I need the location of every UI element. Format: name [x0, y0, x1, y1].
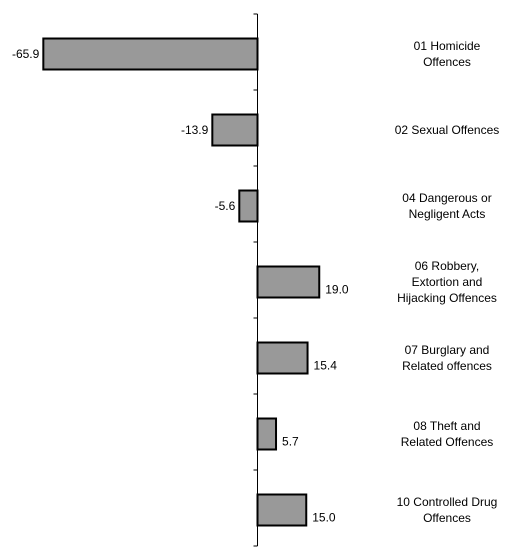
category-label: 07 Burglary and Related offences	[402, 343, 492, 373]
value-label: -5.6	[215, 199, 236, 213]
value-label: 19.0	[325, 283, 349, 297]
value-label: -13.9	[181, 123, 209, 137]
value-label: -65.9	[12, 47, 40, 61]
category-label: 02 Sexual Offences	[395, 123, 500, 137]
axis-ticks	[253, 13, 258, 547]
bars-group	[42, 37, 321, 527]
bar	[256, 493, 308, 527]
category-labels-group: 01 Homicide Offences 02 Sexual Offences 04 …	[395, 39, 500, 525]
value-labels-group: -65.9 -13.9 -5.6 19.0 15.4 5.7 15.0	[12, 47, 349, 525]
bar	[211, 113, 259, 147]
bar	[256, 417, 278, 451]
bar	[256, 341, 309, 375]
value-label: 15.4	[314, 359, 338, 373]
category-label: 06 Robbery, Extortion and Hijacking Offenc…	[397, 259, 497, 305]
category-label: 10 Controlled Drug Offences	[397, 495, 498, 525]
category-label: 01 Homicide Offences	[414, 39, 481, 69]
bar	[238, 189, 259, 223]
category-label: 08 Theft and Related Offences	[401, 419, 494, 449]
bar	[42, 37, 259, 71]
category-label: 04 Dangerous or Negligent Acts	[402, 191, 491, 221]
value-label: 15.0	[312, 511, 336, 525]
bar	[256, 265, 321, 299]
value-label: 5.7	[282, 435, 299, 449]
